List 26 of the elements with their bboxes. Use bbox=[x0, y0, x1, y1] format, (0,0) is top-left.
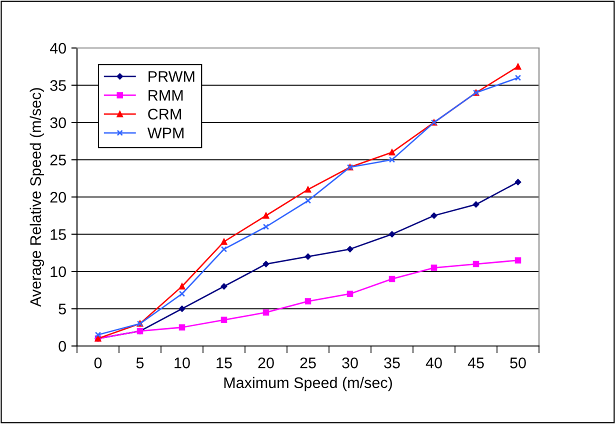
x-tick-label: 5 bbox=[136, 358, 144, 368]
x-tick-label: 45 bbox=[468, 358, 484, 368]
y-tick-label: 30 bbox=[50, 117, 66, 128]
x-axis-title: Maximum Speed (m/sec) bbox=[224, 376, 392, 392]
x-tick-label: 35 bbox=[384, 358, 400, 368]
x-tick-label: 0 bbox=[94, 358, 102, 368]
x-tick-label: 20 bbox=[258, 358, 274, 368]
x-tick-label: 15 bbox=[216, 358, 232, 368]
x-tick-label: 25 bbox=[300, 358, 316, 368]
x-tick-label: 50 bbox=[510, 358, 526, 368]
y-tick-label: 25 bbox=[50, 154, 66, 166]
y-tick-label: 35 bbox=[50, 80, 66, 91]
legend-label: CRM bbox=[148, 108, 181, 120]
legend-label: WPM bbox=[147, 128, 184, 138]
legend-label: PRWM bbox=[148, 71, 194, 82]
x-tick-label: 10 bbox=[174, 358, 190, 368]
y-tick-label: 20 bbox=[50, 192, 66, 203]
legend-label: RMM bbox=[148, 90, 183, 101]
y-tick-label: 5 bbox=[58, 304, 66, 314]
y-axis-title: Average Relative Speed (m/sec) bbox=[30, 88, 44, 307]
y-tick-label: 15 bbox=[50, 229, 66, 240]
y-tick-label: 0 bbox=[58, 340, 66, 352]
x-tick-label: 30 bbox=[342, 358, 358, 368]
y-tick-label: 40 bbox=[50, 42, 66, 54]
y-tick-label: 10 bbox=[50, 266, 66, 278]
x-tick-label: 40 bbox=[426, 358, 442, 368]
